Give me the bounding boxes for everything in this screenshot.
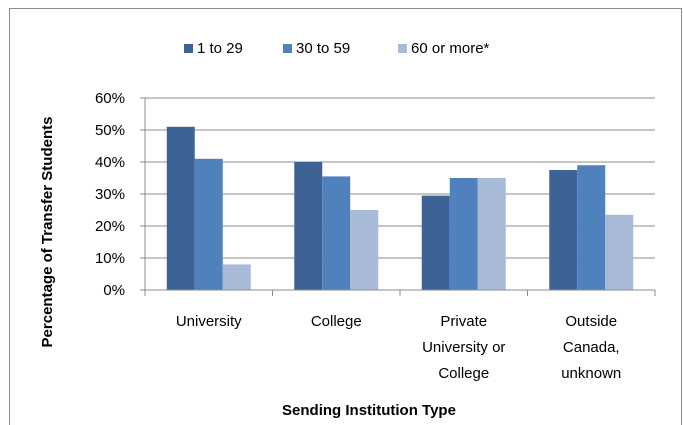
category-labels: University College Private University or Col… [176,313,621,382]
y-tick-label: 0% [103,282,125,299]
bar [577,165,606,290]
x-axis-title: Sending Institution Type [282,402,456,419]
bar [166,126,195,290]
axes [140,97,656,296]
bar [294,162,323,290]
category-label: Outside [565,313,617,330]
legend-swatch [184,44,193,53]
bar [194,158,223,290]
y-tick-label: 50% [95,122,125,139]
category-label: unknown [561,365,621,382]
category-label: Private [440,313,487,330]
legend-label: 1 to 29 [197,40,243,57]
y-tick-label: 10% [95,250,125,267]
bar [549,170,578,290]
legend-label: 30 to 59 [296,40,350,57]
category-label: College [311,313,362,330]
y-tick-labels: 0% 10% 20% 30% 40% 50% 60% [95,90,125,299]
bar [605,214,634,290]
category-label: Canada, [563,339,620,356]
category-label: University or [422,339,505,356]
bar [222,264,251,290]
legend-label: 60 or more* [411,40,490,57]
legend-swatch [283,44,292,53]
legend: 1 to 29 30 to 59 60 or more* [184,40,490,57]
bar [421,195,450,290]
bar [322,176,351,290]
bars [166,126,634,290]
category-label: College [438,365,489,382]
legend-swatch [398,44,407,53]
y-tick-label: 30% [95,186,125,203]
y-axis-title: Percentage of Transfer Students [39,117,56,348]
gridlines [145,97,655,259]
bar [449,178,478,290]
y-tick-label: 20% [95,218,125,235]
y-tick-label: 60% [95,90,125,107]
y-tick-label: 40% [95,154,125,171]
category-label: University [176,313,242,330]
bar [350,210,379,290]
bar [477,178,506,290]
